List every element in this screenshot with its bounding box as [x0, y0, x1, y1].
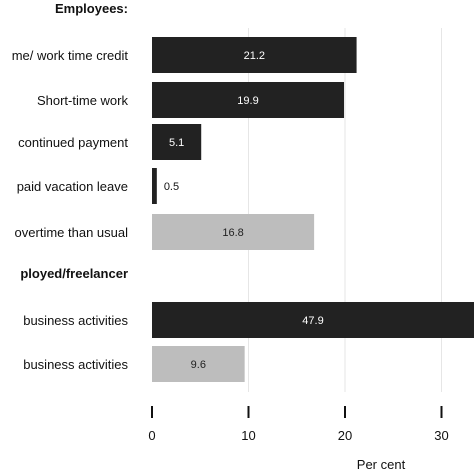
category-label: continued payment [18, 135, 128, 150]
tick-label: 10 [241, 428, 255, 443]
tick-label: 30 [434, 428, 448, 443]
bar [152, 214, 315, 250]
tick-label: 0 [148, 428, 155, 443]
data-label: 9.6 [191, 359, 206, 371]
data-label: 0.5 [164, 181, 179, 193]
x-axis-label: Per cent [357, 457, 406, 472]
group-label: Employees: [55, 1, 128, 16]
category-label: overtime than usual [15, 225, 129, 240]
data-label: 47.9 [302, 315, 323, 327]
bar [152, 37, 357, 73]
category-label: business activities [23, 357, 128, 372]
category-label: me/ work time credit [12, 48, 129, 63]
group-label: ployed/freelancer [20, 266, 128, 281]
data-label: 16.8 [222, 227, 243, 239]
bar [152, 302, 474, 338]
data-label: 19.9 [237, 95, 258, 107]
category-label: Short-time work [37, 93, 129, 108]
category-label: paid vacation leave [17, 179, 128, 194]
tick-label: 20 [338, 428, 352, 443]
data-label: 21.2 [244, 50, 265, 62]
category-label: business activities [23, 313, 128, 328]
bar [152, 168, 157, 204]
bar [152, 124, 202, 160]
bar [152, 82, 345, 118]
data-label: 5.1 [169, 137, 184, 149]
bar [152, 346, 245, 382]
